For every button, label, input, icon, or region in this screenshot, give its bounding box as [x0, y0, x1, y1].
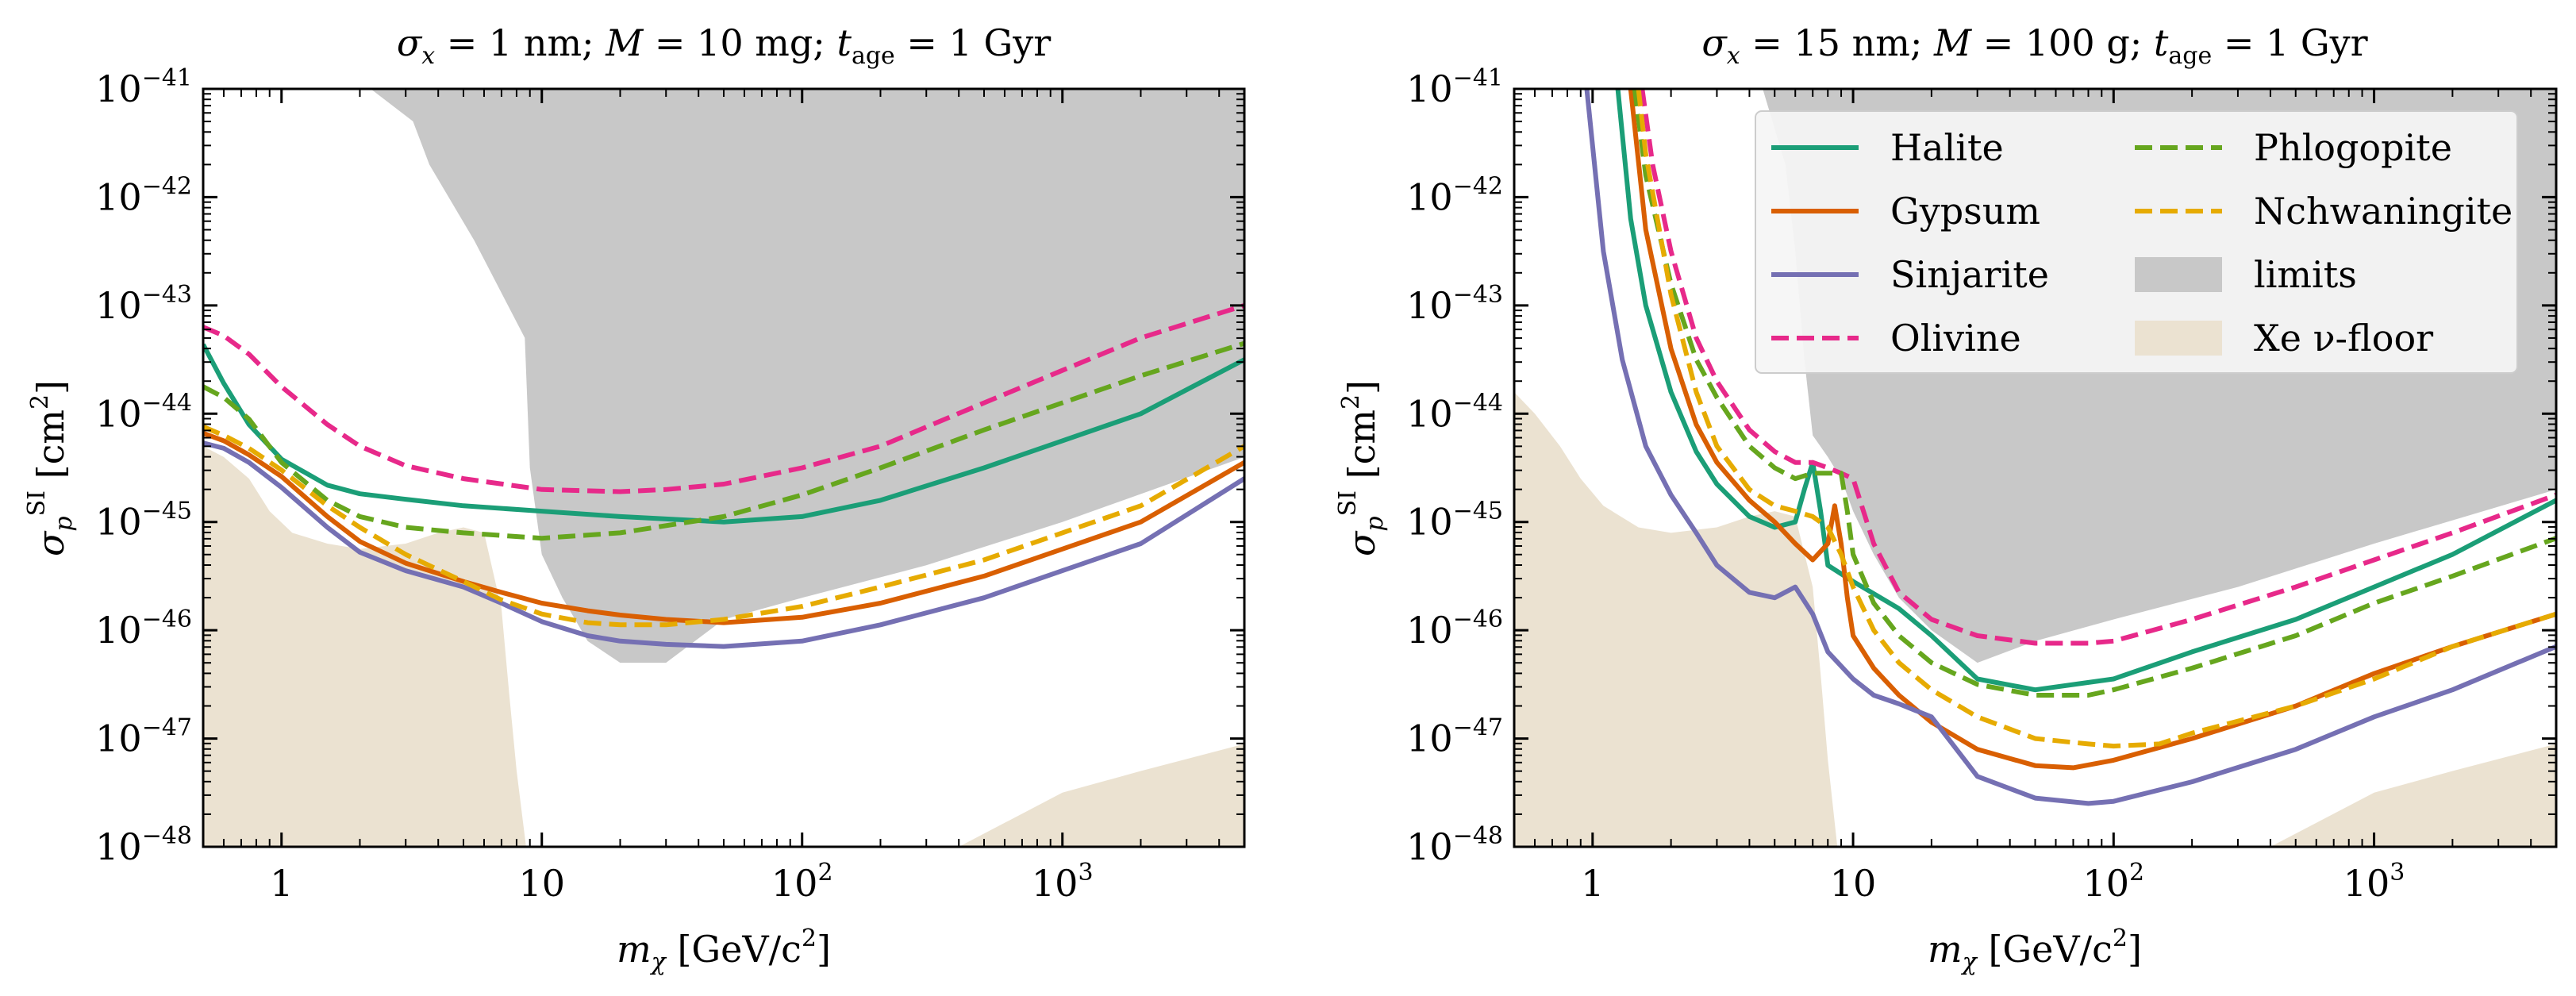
right-series-halite [1615, 89, 2556, 693]
legend-frame [1755, 110, 2518, 374]
right-region-xe-floor-2 [2270, 744, 2556, 847]
legend-label-limits: limits [2254, 253, 2357, 296]
legend-entry-sinjarite: Sinjarite [1771, 253, 2049, 296]
left-tick-labels: 1 10 102 103 10−48 10−47 10−46 10−45 10−44 10−43 1… [95, 64, 1093, 905]
left-x-tick-label: 10 [518, 862, 565, 905]
legend-swatch-xe-nu-floor [2135, 321, 2222, 356]
left-panel: 1 10 102 103 10−48 10−47 10−46 10−45 10−44 10−43 1… [23, 21, 1246, 976]
legend-entry-nchwaningite: Nchwaningite [2135, 190, 2513, 233]
legend-label-phlogopite: Phlogopite [2254, 126, 2452, 169]
legend-entry-phlogopite: Phlogopite [2135, 126, 2452, 169]
right-x-tick-label: 102 [2082, 859, 2144, 905]
right-series-gypsum [1628, 89, 2556, 771]
right-x-tick-label: 1 [1581, 862, 1604, 905]
left-y-tick-label: 10−46 [95, 606, 192, 652]
right-series-nchwaningite [1636, 89, 2556, 749]
left-ticks [202, 87, 1245, 848]
right-series-sinjarite [1584, 89, 2556, 806]
right-tick-labels: 1 10 102 103 10−48 10−47 10−46 10−45 10−44 10−43 1… [1406, 64, 2405, 905]
left-series-nchwaningite [203, 424, 1244, 628]
right-y-tick-label: 10−48 [1406, 822, 1503, 868]
left-x-axis-label: mχ [GeV/c2] [617, 925, 831, 976]
left-y-tick-label: 10−47 [95, 714, 192, 760]
left-region-xe-floor-2 [959, 744, 1244, 847]
left-x-tick-label: 1 [270, 862, 293, 905]
right-y-tick-label: 10−46 [1406, 606, 1503, 652]
right-x-tick-label: 103 [2343, 859, 2405, 905]
left-x-tick-label: 103 [1032, 859, 1094, 905]
right-panel: 1 10 102 103 10−48 10−47 10−46 10−45 10−44 10−43 1… [1334, 21, 2558, 976]
left-y-tick-label: 10−44 [95, 389, 192, 435]
right-title: σx = 15 nm; M = 100 g; tage = 1 Gyr [1701, 21, 2367, 70]
legend-label-sinjarite: Sinjarite [1890, 253, 2049, 296]
legend: Halite Gypsum Sinjarite Olivine Phlogopi… [1755, 110, 2518, 374]
left-y-tick-label: 10−43 [95, 281, 192, 327]
left-x-tick-label: 102 [771, 859, 833, 905]
left-series-gypsum [203, 430, 1244, 625]
right-series-olivine [1640, 89, 2556, 646]
right-x-tick-label: 10 [1830, 862, 1877, 905]
right-ticks [1513, 87, 2557, 848]
legend-entry-gypsum: Gypsum [1771, 190, 2040, 233]
left-y-tick-label: 10−42 [95, 172, 192, 218]
legend-entry-limits: limits [2135, 253, 2357, 296]
legend-swatch-limits [2135, 257, 2222, 292]
right-y-tick-label: 10−47 [1406, 714, 1503, 760]
left-lines [203, 303, 1244, 649]
right-y-tick-label: 10−44 [1406, 389, 1503, 435]
legend-label-xe-nu-floor: Xe ν-floor [2254, 317, 2433, 360]
legend-label-halite: Halite [1890, 126, 2004, 169]
left-series-olivine [203, 303, 1244, 494]
legend-label-gypsum: Gypsum [1890, 190, 2040, 233]
left-regions [203, 89, 1244, 847]
legend-label-nchwaningite: Nchwaningite [2254, 190, 2513, 233]
left-series-phlogopite [203, 340, 1244, 541]
right-x-axis-label: mχ [GeV/c2] [1928, 925, 2142, 976]
right-region-xe-floor-1 [1514, 392, 1838, 847]
right-y-tick-label: 10−41 [1406, 64, 1503, 110]
left-y-tick-label: 10−48 [95, 822, 192, 868]
left-region-limits-0 [371, 89, 1244, 663]
right-series-phlogopite [1632, 89, 2556, 698]
right-y-tick-label: 10−42 [1406, 172, 1503, 218]
legend-entry-olivine: Olivine [1771, 317, 2021, 360]
left-y-axis-label: σpSI [cm2] [23, 380, 78, 556]
left-y-tick-label: 10−45 [95, 498, 192, 544]
right-y-axis-label: σpSI [cm2] [1334, 380, 1389, 556]
right-y-tick-label: 10−45 [1406, 498, 1503, 544]
left-series-sinjarite [203, 440, 1244, 649]
legend-label-olivine: Olivine [1890, 317, 2021, 360]
legend-entry-xe-nu-floor: Xe ν-floor [2135, 317, 2433, 360]
left-region-xe-floor-1 [203, 446, 526, 847]
legend-entry-halite: Halite [1771, 126, 2004, 169]
right-y-tick-label: 10−43 [1406, 281, 1503, 327]
left-title: σx = 1 nm; M = 10 mg; tage = 1 Gyr [397, 21, 1051, 70]
right-lines [1584, 89, 2556, 806]
left-y-tick-label: 10−41 [95, 64, 192, 110]
